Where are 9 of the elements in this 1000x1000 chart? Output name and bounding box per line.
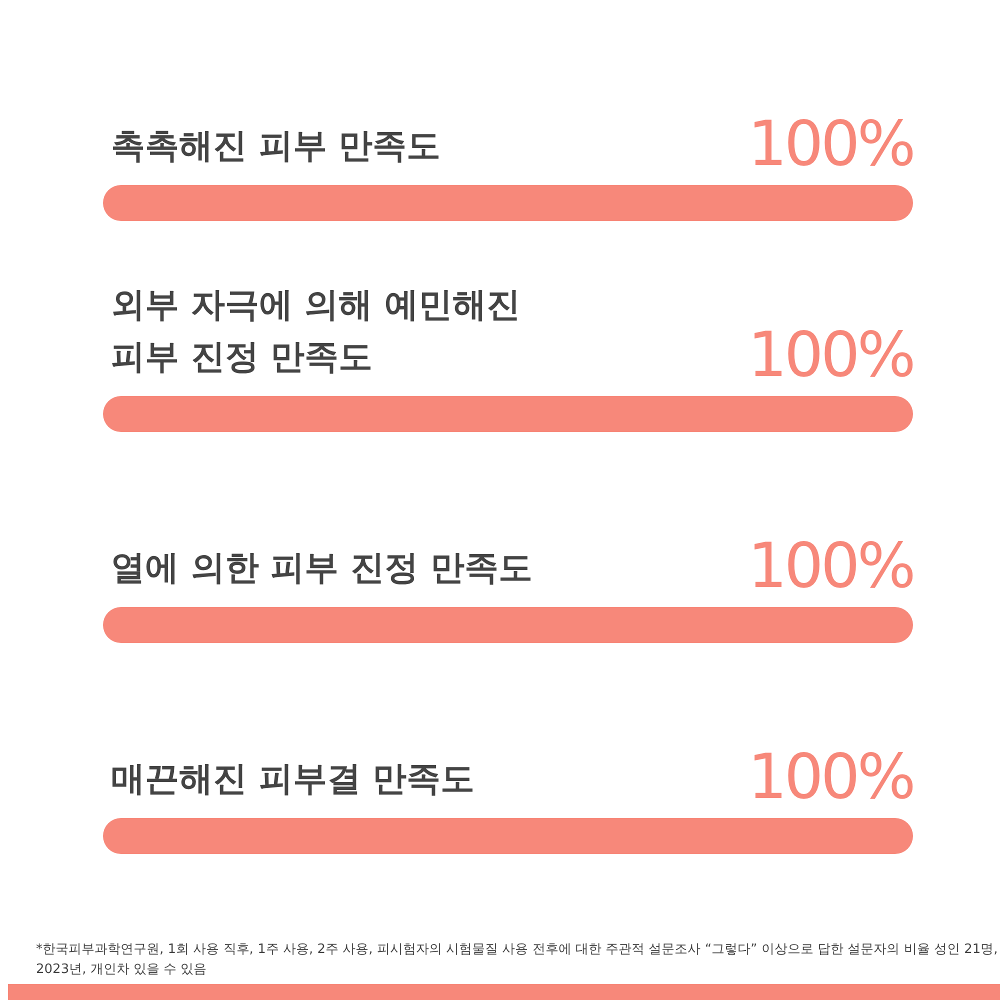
y-tick-label: 외부 자극에 의해 예민해진 피부 진정 만족도 bbox=[111, 285, 521, 377]
data-label: 100% bbox=[748, 529, 914, 602]
data-label: 100% bbox=[748, 740, 914, 813]
y-tick-label: 열에 의한 피부 진정 만족도 bbox=[111, 548, 532, 588]
data-label: 100% bbox=[748, 107, 914, 180]
text: *한국피부과학연구원, 1회 사용 직후, 1주 사용, 2주 사용, 피시험자의 시험물질 사용 전후에 대한 주관적 설문조사 “그렇다” 이상으로 답한 설문자의 비율 성인 21명, 2023년, 개인차 있을 수 있음 bbox=[36, 942, 998, 977]
data-label: 100% bbox=[748, 318, 914, 391]
y-tick-label: 매끈해진 피부결 만족도 bbox=[111, 759, 475, 799]
y-tick-label: 촉촉해진 피부 만족도 bbox=[111, 126, 441, 166]
